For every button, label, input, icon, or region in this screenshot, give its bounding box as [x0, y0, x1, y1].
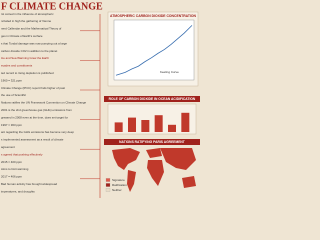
co2-annotation: Keeling Curve [160, 70, 179, 74]
north-america [112, 148, 140, 170]
timeline-entry: Bad human activity has brought widesprea… [1, 182, 57, 186]
timeline-entry: 1997 = 363 ppm [1, 123, 23, 127]
timeline-entry: s that Tyndal damage was now pumping out… [1, 41, 67, 45]
asia [160, 148, 196, 170]
timeline-entry: 2017 = 406 ppm [1, 175, 23, 179]
timeline-entry: imperatures, and droughts [1, 189, 35, 193]
acid-bar [128, 117, 136, 132]
map-title: NATIONS RATIFYING PARIS AGREEMENT [119, 140, 185, 144]
timeline-entry: greased in 2008 even at the time, does s… [1, 115, 68, 119]
europe [146, 148, 162, 158]
world-map [112, 148, 196, 192]
timeline-entry: ncluded in high the gathering of Vienne [1, 19, 51, 23]
page-title: F CLIMATE CHANGE [1, 1, 103, 12]
timeline-entry: Ice and Sea Warming Grew the Earth [1, 56, 49, 60]
infographic: F CLIMATE CHANGE ATMOSPHERIC CARBON DIOX… [0, 0, 200, 200]
legend-label: Neither [112, 188, 122, 192]
co2-line [115, 25, 193, 76]
acid-bar [141, 120, 150, 132]
africa [147, 160, 164, 186]
timeline-entry: agreement [1, 145, 15, 149]
timeline-entry: Aims to limit warming [1, 167, 29, 171]
legend-swatch [105, 188, 111, 192]
acid-bar [181, 112, 190, 132]
timeline-entry: 1960 = 321 ppm [1, 78, 23, 82]
legend-label: Ratification [112, 183, 127, 187]
acid-title: ROLE OF CARBON DIOXIDE IN OCEAN ACIDIFIC… [109, 97, 196, 101]
legend-swatch [105, 178, 111, 182]
timeline-entry: s implemented assessment as a result of … [1, 138, 64, 142]
acid-banner [104, 96, 200, 102]
timeline-entry: ant regarding the GHG emissions has beco… [1, 130, 74, 134]
australia [182, 176, 196, 188]
timeline-entry: Nations ratifies the UN Framework Conven… [1, 101, 87, 105]
timeline-entry: carbon dioxide CO2 in addition to the pl… [1, 49, 57, 53]
map-banner [104, 139, 200, 145]
acid-bar [168, 124, 176, 132]
timeline-entry: the use of Scientific [1, 93, 27, 97]
timeline-entry: Climate Change (IPCC) report finds highe… [1, 86, 65, 90]
timeline-entry: nerd Callendar and the Mathematical Theo… [1, 27, 62, 31]
timeline-entry: ecades and constituents [1, 64, 33, 68]
co2-title: ATMOSPHERIC CARBON DIOXIDE CONCENTRATION [110, 14, 197, 18]
acid-bar [114, 122, 123, 132]
timeline-entry: ted record to rising depletion is publis… [1, 71, 54, 75]
legend-swatch [105, 183, 111, 187]
timeline-entry: ges in Climate of Earth's surface [1, 34, 43, 38]
timeline-entry: 2015 = 400 ppm [1, 160, 23, 164]
co2-plot [113, 19, 195, 81]
south-america [127, 170, 136, 192]
timeline-entry: s agreed that pushing effectively [1, 152, 43, 156]
timeline-entry: 2001 is the 2nd greenhouse gas (GHG) emi… [1, 108, 72, 112]
acid-bar [154, 115, 163, 132]
timeline-entry: rst coined in the influence of atmospher… [1, 12, 54, 16]
legend-label: Signature [112, 178, 125, 182]
